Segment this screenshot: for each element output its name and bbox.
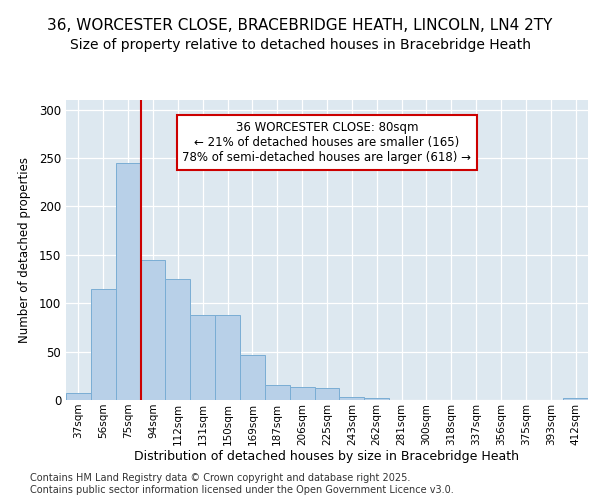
Bar (563, 398, 588, 400)
Y-axis label: Number of detached properties: Number of detached properties (17, 157, 31, 343)
Bar (314, 388, 340, 400)
Text: Contains HM Land Registry data © Crown copyright and database right 2025.
Contai: Contains HM Land Registry data © Crown c… (30, 474, 454, 495)
Text: 36, WORCESTER CLOSE, BRACEBRIDGE HEATH, LINCOLN, LN4 2TY: 36, WORCESTER CLOSE, BRACEBRIDGE HEATH, … (47, 18, 553, 32)
Bar (290, 388, 314, 400)
X-axis label: Distribution of detached houses by size in Bracebridge Heath: Distribution of detached houses by size … (134, 450, 520, 464)
Bar (66, 393, 91, 400)
Bar (340, 397, 364, 400)
Bar (190, 315, 215, 400)
Bar (140, 260, 166, 400)
Text: 36 WORCESTER CLOSE: 80sqm
← 21% of detached houses are smaller (165)
78% of semi: 36 WORCESTER CLOSE: 80sqm ← 21% of detac… (182, 121, 472, 164)
Bar (364, 398, 389, 400)
Bar (91, 288, 116, 400)
Bar (265, 384, 290, 400)
Bar (215, 315, 240, 400)
Bar (166, 279, 190, 400)
Bar (240, 354, 265, 400)
Bar (116, 163, 140, 400)
Text: Size of property relative to detached houses in Bracebridge Heath: Size of property relative to detached ho… (70, 38, 530, 52)
